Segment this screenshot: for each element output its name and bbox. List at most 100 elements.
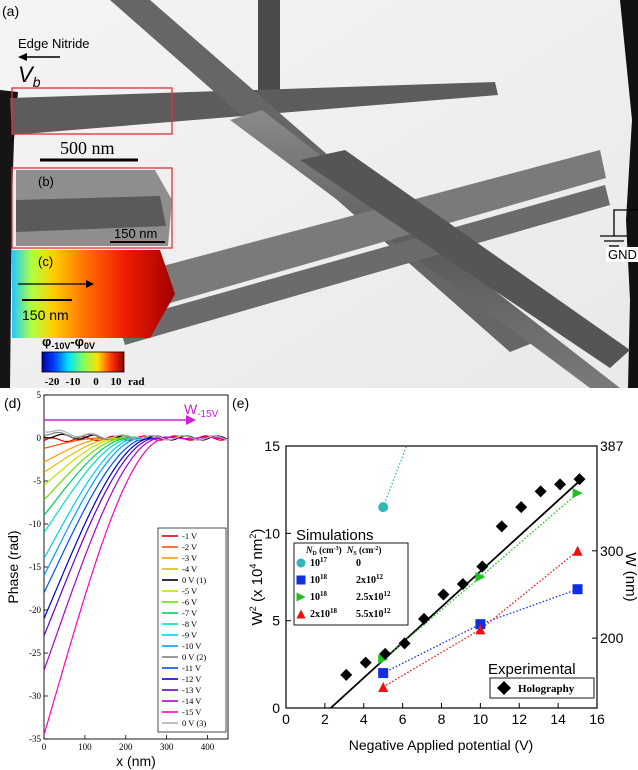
sim-point [475,624,486,635]
e-ytick-label: 5 [272,613,280,629]
colorbar-tick-label: 0 [93,376,99,388]
d-xtick-label: 200 [119,742,133,752]
holography-point [573,473,586,486]
e-right-tick-label: 200 [600,630,624,646]
d-legend-label: 0 V (1) [182,575,206,585]
colorbar-tick-label: -20 [45,376,60,388]
e-ylabel-right: W (nm) [622,552,638,601]
holography-point [379,647,392,660]
d-legend-label: -9 V [182,630,198,640]
highlight-box-1 [11,87,173,135]
sim-legend-nd: 2x1018 [310,607,338,620]
sim-point [475,619,486,630]
colorbar [41,351,125,373]
holography-point [398,637,411,650]
d-ytick-label: -35 [29,734,41,744]
colorbar-unit: rad [128,376,145,388]
d-xtick-label: 400 [201,742,215,752]
d-legend-label: -14 V [182,696,202,706]
gnd-label: GND [608,247,637,262]
d-xtick-label: 0 [42,742,47,752]
sim-point [475,572,486,582]
holography-point [495,520,508,533]
rod-long-diagonal-2 [110,150,606,318]
e-xtick-label: 10 [473,711,489,727]
right-edge-region [620,0,638,388]
w-annotation: W-15V [184,401,219,420]
highlight-box-2 [11,167,173,249]
gnd-symbol [600,209,638,247]
e-ytick-label: 0 [272,700,280,716]
sim-point [572,488,583,499]
d-xtick-label: 100 [78,742,92,752]
sim-legend-box [293,542,409,626]
phase-curve [44,436,228,735]
d-legend-label: -8 V [182,619,198,629]
holography-point [515,501,528,514]
exp-legend-marker [497,681,511,695]
scale-label-c: 150 nm [22,307,69,323]
d-ytick-label: -10 [29,519,41,529]
e-xtick-label: 4 [360,711,368,727]
d-ytick-label: -25 [29,648,41,658]
d-legend-label: 0 V (2) [182,652,206,662]
exp-title: Experimental [488,661,576,678]
edge-nitride-label: Edge Nitride [18,36,90,51]
sim-legend-marker [296,575,306,585]
e-right-tick-label: 387 [600,438,624,454]
d-ylabel: Phase (rad) [5,530,21,603]
d-legend-label: -2 V [182,542,198,552]
rod-long-diagonal-3 [118,185,610,345]
exp-legend-label: Holography [518,683,575,695]
sim-legend-marker [296,592,306,602]
d-legend-label: -11 V [182,663,202,673]
d-legend-label: -15 V [182,707,202,717]
sim-legend-nd: 1018 [310,573,328,586]
sim-point [572,545,583,556]
d-legend-label: -1 V [182,531,198,541]
phase-curve [44,429,228,441]
w-arrow-head [186,415,196,425]
d-legend-label: -6 V [182,597,198,607]
d-xlabel: x (nm) [116,753,156,769]
sim-line [382,445,408,508]
e-xtick-label: 6 [399,711,407,727]
holography-point [437,588,450,601]
inset-c-phase-map [12,250,175,338]
d-ytick-label: -30 [29,691,41,701]
sim-legend-marker [296,558,306,568]
e-xtick-label: 0 [282,711,290,727]
d-legend-label: -5 V [182,586,198,596]
rod-vertical [258,0,280,95]
e-xtick-label: 8 [438,711,446,727]
holography-point [534,485,547,498]
sim-point [378,682,389,693]
sim-legend-ns: 5.5x1012 [356,607,391,620]
panel-a-label: (a) [2,3,19,19]
d-legend-label: -4 V [182,564,198,574]
e-right-tick-label: 300 [600,543,624,559]
e-xlabel: Negative Applied potential (V) [349,737,533,753]
sim-legend-marker [296,609,306,619]
colorbar-tick-label: 10 [111,376,123,388]
panel-d-label: (d) [4,395,21,411]
d-legend-label: 0 V (3) [182,718,206,728]
holography-point [554,478,567,491]
e-ylabel-left: W2 (x 104 nm2) [248,529,266,626]
sim-legend-nd: 1017 [310,556,328,569]
tem-panel: (a) Edge Nitride Vb 500 nm (b) 150 nm (c… [0,0,638,388]
d-ytick-label: 0 [37,433,42,443]
colorbar-title: φ-10V-φ0V [42,334,95,351]
e-xtick-label: 16 [589,711,605,727]
sim-legend-ns: 2.5x1012 [356,590,391,603]
d-legend-label: -10 V [182,641,202,651]
rod-lower-diagonal [300,150,630,368]
e-xtick-label: 2 [321,711,329,727]
edge-nitride-region [0,90,18,388]
d-ytick-label: -5 [34,476,42,486]
holography-point [359,656,372,669]
e-ytick-label: 15 [264,438,280,454]
scale-label-main: 500 nm [60,138,115,158]
scale-label-b: 150 nm [114,226,157,241]
